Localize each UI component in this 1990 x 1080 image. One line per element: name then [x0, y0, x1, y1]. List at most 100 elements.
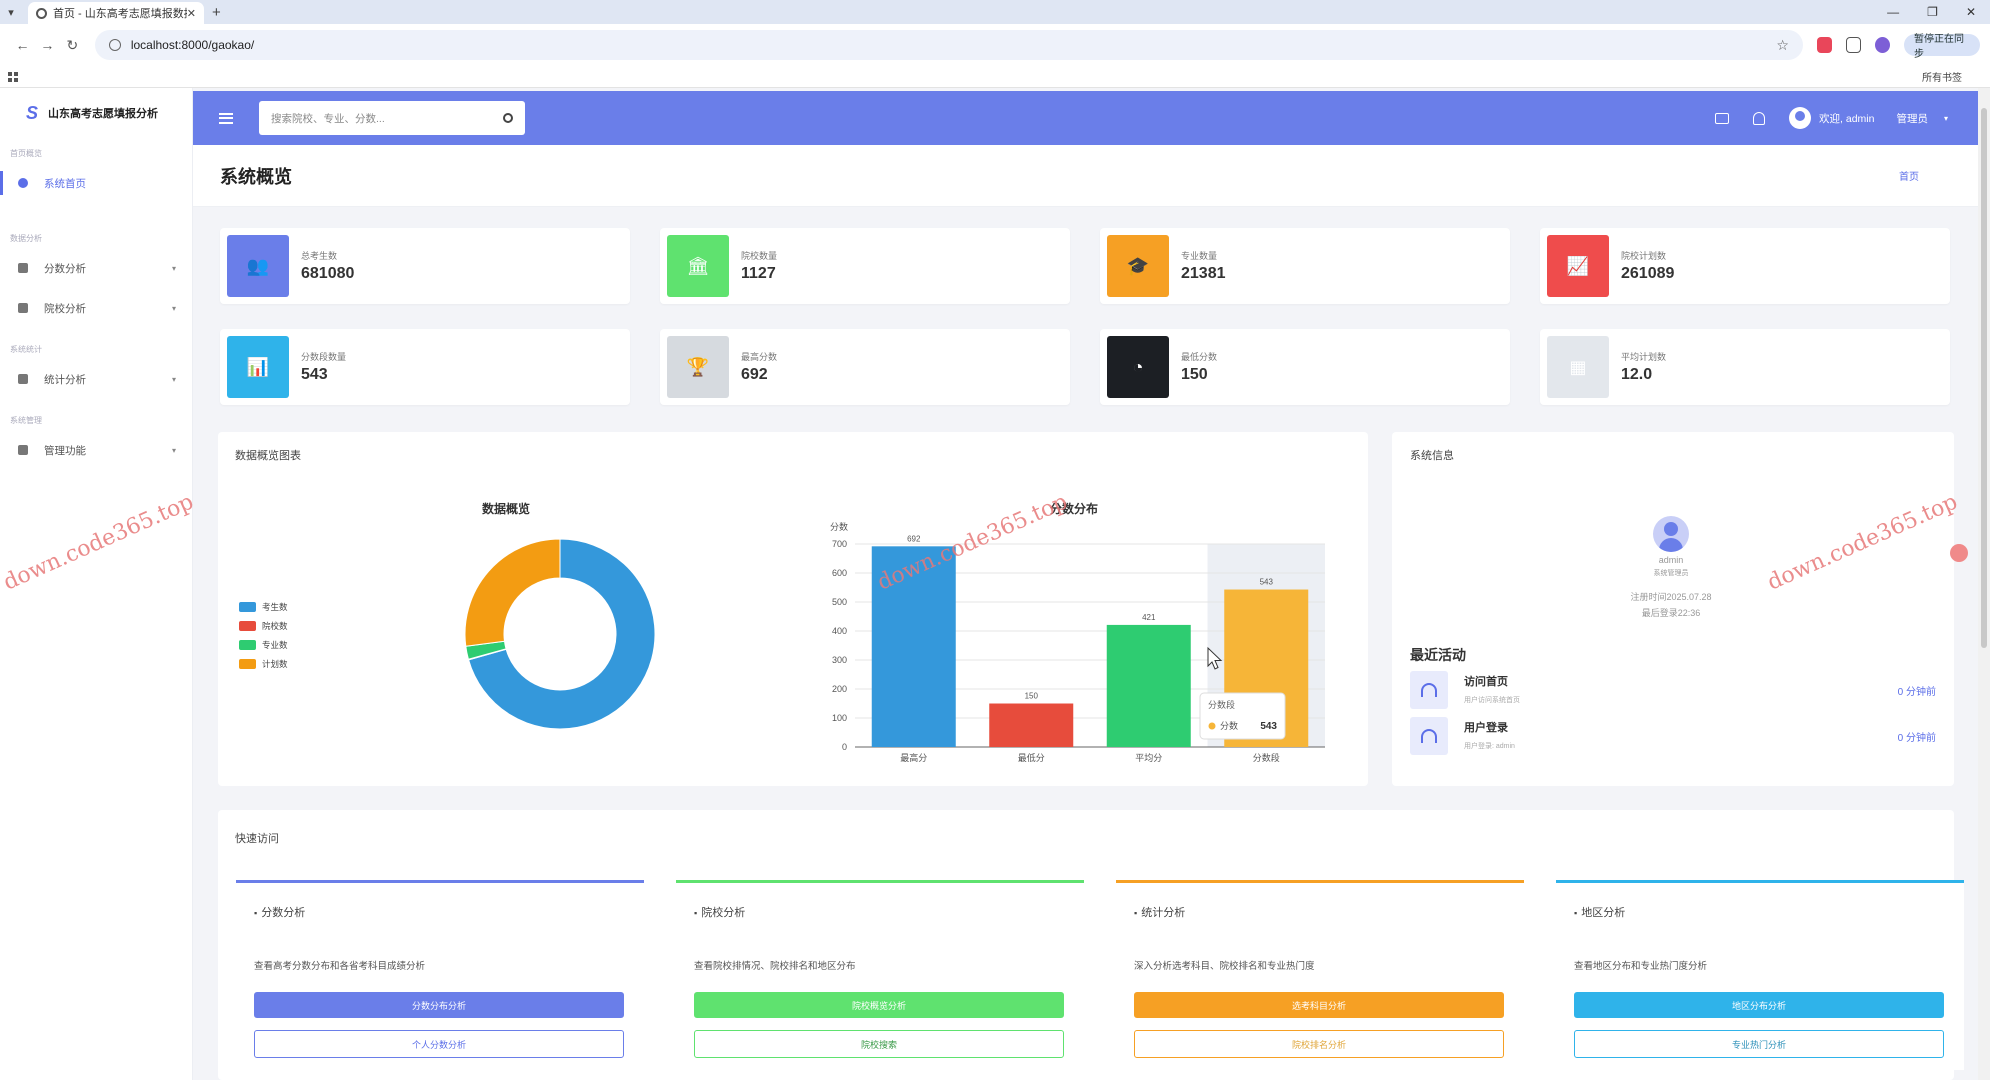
url-field[interactable]: localhost:8000/gaokao/ ☆	[94, 30, 1803, 60]
graduation-cap-icon: 🎓	[1107, 235, 1169, 297]
all-bookmarks-link[interactable]: 所有书签	[1922, 73, 1962, 84]
bar-1[interactable]	[989, 703, 1074, 748]
scrollbar-thumb[interactable]	[1981, 108, 1987, 648]
chevron-down-icon: ▾	[171, 303, 176, 313]
menu-toggle-icon[interactable]	[219, 112, 233, 124]
chevron-down-icon: ▾	[171, 263, 176, 273]
breadcrumb[interactable]: 首页	[1899, 172, 1919, 183]
activity-time: 0 分钟前	[1897, 732, 1936, 744]
minimize-icon[interactable]: —	[1887, 5, 1900, 19]
card-secondary-button[interactable]: 个人分数分析	[254, 1030, 624, 1058]
reload-icon[interactable]: ↻	[66, 36, 79, 53]
search-placeholder: 搜索院校、专业、分数...	[271, 112, 385, 125]
recent-activity-title: 最近活动	[1410, 647, 1466, 663]
back-icon[interactable]: ←	[15, 37, 30, 53]
sidebar-item-college-analysis[interactable]: 院校分析 ▾	[0, 292, 192, 324]
restore-icon[interactable]: ❐	[1927, 5, 1938, 19]
card-description: 查看地区分布和专业热门度分析	[1574, 961, 1708, 972]
users-icon: 👥	[227, 235, 289, 297]
sidebar-item-label: 管理功能	[44, 444, 86, 457]
card-primary-button[interactable]: 选考科目分析	[1134, 992, 1504, 1018]
stat-card: ◔ 最低分数 150	[1100, 329, 1510, 405]
stat-label: 总考生数	[301, 251, 338, 261]
card-secondary-button[interactable]: 专业热门分析	[1574, 1030, 1944, 1058]
legend-label: 考生数	[262, 601, 288, 612]
new-tab-icon[interactable]: +	[212, 3, 221, 21]
bar-chart-icon: ▪	[254, 908, 258, 918]
quick-access-card: ▪ 统计分析 深入分析选考科目、院校排名和专业热门度 选考科目分析 院校排名分析	[1116, 880, 1524, 1070]
pie-slice-0[interactable]	[467, 538, 656, 730]
sync-status-button[interactable]: 暂停正在同步	[1903, 34, 1981, 60]
bar-2[interactable]	[1106, 624, 1191, 747]
brand[interactable]: S 山东高考志愿填报分析	[0, 88, 192, 138]
card-primary-button[interactable]: 地区分布分析	[1574, 992, 1944, 1018]
sidebar-item-home[interactable]: 系统首页	[0, 167, 192, 199]
legend-swatch	[239, 658, 256, 669]
donut-chart	[464, 538, 656, 730]
floating-help-icon[interactable]	[1950, 544, 1968, 562]
sidebar-item-management[interactable]: 管理功能 ▾	[0, 434, 192, 466]
card-primary-button[interactable]: 院校概览分析	[694, 992, 1064, 1018]
sidebar-item-label: 分数分析	[44, 262, 86, 275]
window-close-icon[interactable]: ✕	[1965, 5, 1976, 19]
tab-search-icon[interactable]: ▾	[8, 6, 14, 19]
bell-icon[interactable]	[1753, 111, 1766, 125]
page-scrollbar[interactable]	[1978, 88, 1990, 1080]
bookmark-star-icon[interactable]: ☆	[1776, 36, 1789, 53]
bar-chart: 分数 0 100 200 300 400 500 600 700 692 最高分 150 最低分 421 平…	[830, 521, 1325, 763]
legend-item[interactable]: 计划数	[239, 654, 288, 673]
activity-item: 用户登录 用户登录: admin 0 分钟前	[1410, 716, 1950, 756]
sidebar-item-statistics[interactable]: 统计分析 ▾	[0, 363, 192, 395]
mouse-cursor-icon	[1207, 646, 1223, 670]
list-icon: ▪	[694, 908, 698, 918]
activity-title: 访问首页	[1464, 676, 1508, 688]
chevron-down-icon: ▾	[171, 445, 176, 455]
legend-item[interactable]: 院校数	[239, 616, 288, 635]
y-axis-label: 分数	[830, 521, 848, 532]
search-icon[interactable]	[503, 113, 513, 123]
card-primary-button[interactable]: 分数分布分析	[254, 992, 624, 1018]
card-secondary-button[interactable]: 院校搜索	[694, 1030, 1064, 1058]
activity-title: 用户登录	[1464, 722, 1508, 734]
activity-desc: 用户访问系统首页	[1464, 697, 1520, 704]
search-input[interactable]: 搜索院校、专业、分数...	[259, 101, 525, 135]
overview-panel-title: 数据概览图表	[235, 450, 301, 462]
brand-name: 山东高考志愿填报分析	[48, 108, 159, 120]
mail-icon[interactable]	[1715, 112, 1730, 124]
card-description: 查看院校排情况、院校排名和地区分布	[694, 961, 856, 972]
pie-slice-3[interactable]	[464, 538, 561, 647]
admin-username: admin	[1658, 555, 1684, 565]
y-tick-label: 600	[832, 568, 847, 578]
profile-avatar-icon[interactable]	[1875, 37, 1890, 53]
extension-icon[interactable]	[1816, 37, 1832, 53]
tab-title: 首页 - 山东高考志愿填报数据	[53, 8, 187, 20]
bar-0[interactable]	[871, 546, 956, 747]
tab-close-icon[interactable]: ✕	[186, 7, 196, 20]
quick-access-title: 快速访问	[235, 833, 279, 845]
browser-tab[interactable]: 首页 - 山东高考志愿填报数据 ✕	[28, 2, 204, 24]
bar-value-label: 421	[1142, 613, 1156, 622]
register-time: 注册时间2025.07.28	[1630, 592, 1712, 602]
stat-label: 院校计划数	[1621, 251, 1667, 261]
user-menu[interactable]: 欢迎, admin 管理员 ▾	[1789, 107, 1948, 129]
x-tick-label: 最高分	[900, 752, 927, 763]
sidebar-item-score-analysis[interactable]: 分数分析 ▾	[0, 252, 192, 284]
stat-card: 👥 总考生数 681080	[220, 228, 630, 304]
site-info-icon[interactable]	[108, 39, 121, 51]
extensions-puzzle-icon[interactable]	[1845, 37, 1862, 53]
legend-item[interactable]: 考生数	[239, 597, 288, 616]
admin-avatar-icon	[1653, 516, 1689, 552]
legend-item[interactable]: 专业数	[239, 635, 288, 654]
card-description: 查看高考分数分布和各省考科目成绩分析	[254, 961, 426, 972]
stat-label: 专业数量	[1181, 251, 1218, 261]
apps-grid-icon[interactable]	[8, 71, 18, 82]
area-icon: ▪	[1574, 908, 1578, 918]
tab-favicon-icon	[36, 7, 47, 19]
card-secondary-button[interactable]: 院校排名分析	[1134, 1030, 1504, 1058]
bookmarks-bar: 所有书签	[0, 66, 1990, 88]
tooltip	[1199, 692, 1286, 740]
user-avatar-icon	[1789, 107, 1812, 129]
forward-icon[interactable]: →	[40, 37, 55, 53]
stat-card: 🎓 专业数量 21381	[1100, 228, 1510, 304]
y-tick-label: 200	[832, 684, 847, 694]
